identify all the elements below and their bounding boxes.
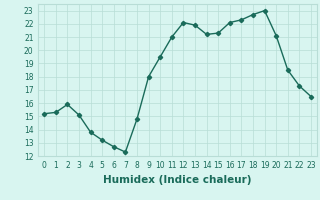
X-axis label: Humidex (Indice chaleur): Humidex (Indice chaleur) — [103, 175, 252, 185]
